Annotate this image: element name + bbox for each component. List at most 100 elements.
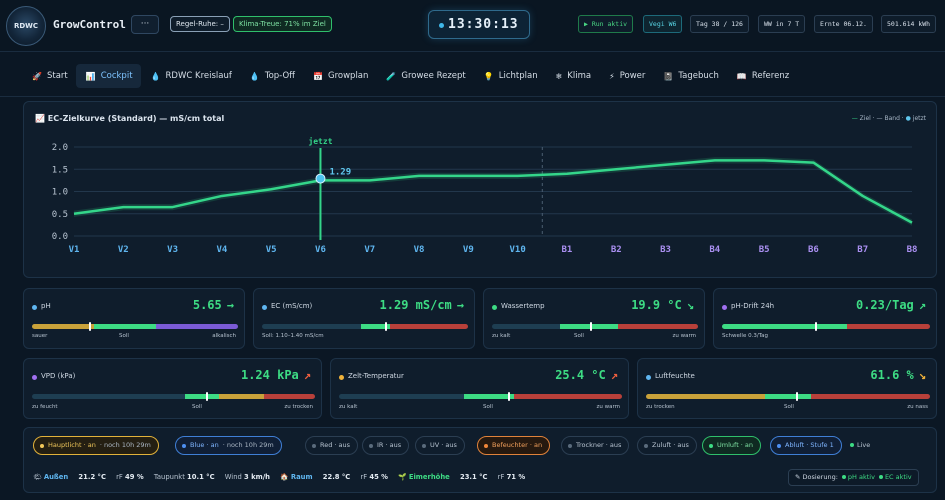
tab-klima[interactable]: ❄ Klima xyxy=(546,64,600,88)
device-chip[interactable]: Abluft · Stufe 1 xyxy=(770,436,842,455)
device-chip[interactable]: Befeuchter · an xyxy=(477,436,551,455)
tab-top-off[interactable]: 💧 Top-Off xyxy=(240,64,303,88)
vpd-range-bar xyxy=(32,394,315,399)
tab-label: Tagebuch xyxy=(678,71,719,81)
chip-status-dot xyxy=(777,443,781,448)
target-band xyxy=(74,157,912,226)
tab-tagebuch[interactable]: 📓 Tagebuch xyxy=(653,64,726,88)
x-tick-label: B2 xyxy=(611,245,622,255)
device-chip[interactable]: Red · aus xyxy=(305,436,359,455)
tab-icon: ⚡ xyxy=(609,71,615,81)
legend-jetzt: jetzt xyxy=(912,115,926,122)
chip-status-dot xyxy=(182,443,186,448)
ph-marker xyxy=(88,322,91,331)
card-vpd[interactable]: VPD (kPa) 1.24 kPa ↗ zu feucht Soll zu tr… xyxy=(23,358,322,419)
card-ph[interactable]: pH 5.65 → sauer Soll alkalisch xyxy=(23,288,245,349)
x-tick-label: V2 xyxy=(118,245,129,255)
y-tick-label: 0.0 xyxy=(52,232,68,242)
vpd-value-text: 1.24 kPa xyxy=(240,368,299,382)
tab-label: Lichtplan xyxy=(498,71,538,81)
eimer-label: Eimerhöhe xyxy=(408,473,450,481)
device-chip[interactable]: UV · aus xyxy=(415,436,465,455)
x-tick-label: V1 xyxy=(69,245,80,255)
tab-label: Top-Off xyxy=(264,71,296,81)
main-tabs: 🚀 Start 📊 Cockpit 💧 RDWC Kreislauf 💧 Top-Off 📅 Gr… xyxy=(22,64,797,88)
water-high-label: zu warm xyxy=(672,333,696,339)
ph-value: 5.65 → xyxy=(193,298,234,312)
x-tick-label: B8 xyxy=(907,245,918,255)
now-label: jetzt xyxy=(308,136,332,146)
tab-icon: ❄ xyxy=(555,71,563,81)
more-menu-button[interactable]: ··· xyxy=(131,15,159,34)
phase-badge[interactable]: Vegi W6 xyxy=(643,15,683,33)
tab-label: Klima xyxy=(567,71,592,81)
x-tick-label: B5 xyxy=(759,245,770,255)
luft-value-text: 61.6 % xyxy=(870,368,914,382)
chip-status-dot xyxy=(369,443,373,448)
card-zelt-temperatur[interactable]: Zelt-Temperatur 25.4 °C ↗ zu kalt Soll zu… xyxy=(330,358,629,419)
ec-chart: 0.0 0.5 1.0 1.5 2.0 V1 V2 V3 V4 V5 V6 V7 V8 V9 V10 B1 B2… xyxy=(52,136,918,255)
water-range-bar xyxy=(492,324,698,329)
card-ph-drift[interactable]: pH-Drift 24h 0.23/Tag ↗ Schwelle 0.3/Tag xyxy=(713,288,937,349)
environment-readout: 🌤 Außen 21.2 °C rF 49 % Taupunkt 10.1 °C… xyxy=(33,473,525,481)
device-chip[interactable]: Blue · an · noch 10h 29m xyxy=(175,436,282,455)
vpd-mid-label: Soll xyxy=(192,404,202,410)
zelt-marker xyxy=(507,392,510,401)
tab-power[interactable]: ⚡ Power xyxy=(599,64,653,88)
zelt-high-label: zu warm xyxy=(596,404,620,410)
status-panel: Hauptlicht · an · noch 10h 29m Blue · an · … xyxy=(23,427,937,493)
klima-treue-badge[interactable]: Klima-Treue: 71% im Ziel xyxy=(233,16,332,32)
tab-referenz[interactable]: 📖 Referenz xyxy=(727,64,797,88)
wind-value: 3 km/h xyxy=(244,473,271,481)
device-chip[interactable]: Trockner · aus xyxy=(561,436,630,455)
chip-remaining: · noch 10h 29m xyxy=(99,441,151,449)
tab-divider xyxy=(0,96,945,97)
chip-label: Red · aus xyxy=(320,441,351,449)
tab-start[interactable]: 🚀 Start xyxy=(22,64,76,88)
chip-label: Umluft · an xyxy=(717,441,754,449)
water-trend-icon: ↘ xyxy=(686,298,694,312)
live-label: Live xyxy=(857,441,871,449)
luft-marker xyxy=(795,392,798,401)
x-tick-label: V5 xyxy=(266,245,277,255)
water-mid-label: Soll xyxy=(574,333,584,339)
device-chip[interactable]: IR · aus xyxy=(362,436,410,455)
tab-growee-rezept[interactable]: 🧪 Growee Rezept xyxy=(376,64,473,88)
luft-trend-icon: ↘ xyxy=(918,368,926,382)
tab-rdwc-kreislauf[interactable]: 💧 RDWC Kreislauf xyxy=(141,64,240,88)
run-status-badge[interactable]: ▶ Run aktiv xyxy=(578,15,634,33)
eimer-rf-label: rF xyxy=(497,473,505,481)
y-tick-label: 1.5 xyxy=(52,165,68,175)
ec-dot xyxy=(262,305,267,310)
zelt-low-label: zu kalt xyxy=(339,404,358,410)
ph-dot xyxy=(32,305,37,310)
device-chip[interactable]: Umluft · an xyxy=(702,436,762,455)
chip-label: IR · aus xyxy=(377,441,402,449)
aussen-rf-label: rF xyxy=(116,473,123,481)
x-tick-label: V7 xyxy=(364,245,375,255)
tab-label: Referenz xyxy=(751,71,790,81)
device-chip[interactable]: Hauptlicht · an · noch 10h 29m xyxy=(33,436,159,455)
regel-ruhe-badge[interactable]: Regel-Ruhe: – xyxy=(170,16,230,32)
tab-icon: 💧 xyxy=(249,71,260,81)
card-ec[interactable]: EC (mS/cm) 1.29 mS/cm → Soll: 1.10–1.40 m… xyxy=(253,288,475,349)
legend-ziel: Ziel xyxy=(859,115,871,122)
chart-legend: — Ziel · — Band · ● jetzt xyxy=(851,115,926,122)
dosing-status[interactable]: ✎ Dosierung: pH aktiv EC aktiv xyxy=(788,469,919,486)
ec-target-note: Soll: 1.10–1.40 mS/cm xyxy=(262,333,324,339)
y-tick-label: 0.5 xyxy=(52,210,68,220)
luft-label: Luftfeuchte xyxy=(655,372,695,380)
rdwc-logo[interactable]: RDWC xyxy=(6,6,46,46)
tab-growplan[interactable]: 📅 Growplan xyxy=(303,64,376,88)
now-point xyxy=(315,173,326,184)
plant-icon: 🌱 xyxy=(398,473,407,481)
luft-low-label: zu trocken xyxy=(646,404,675,410)
tab-cockpit[interactable]: 📊 Cockpit xyxy=(75,64,141,88)
card-luftfeuchte[interactable]: Luftfeuchte 61.6 % ↘ zu trocken Soll zu n… xyxy=(637,358,937,419)
chip-status-dot xyxy=(40,443,44,448)
aussen-rf: 49 % xyxy=(125,473,144,481)
device-chip[interactable]: Zuluft · aus xyxy=(637,436,697,455)
tab-lichtplan[interactable]: 💡 Lichtplan xyxy=(474,64,546,88)
card-wassertemp[interactable]: Wassertemp 19.9 °C ↘ zu kalt Soll zu warm xyxy=(483,288,705,349)
x-tick-label: V9 xyxy=(463,245,474,255)
